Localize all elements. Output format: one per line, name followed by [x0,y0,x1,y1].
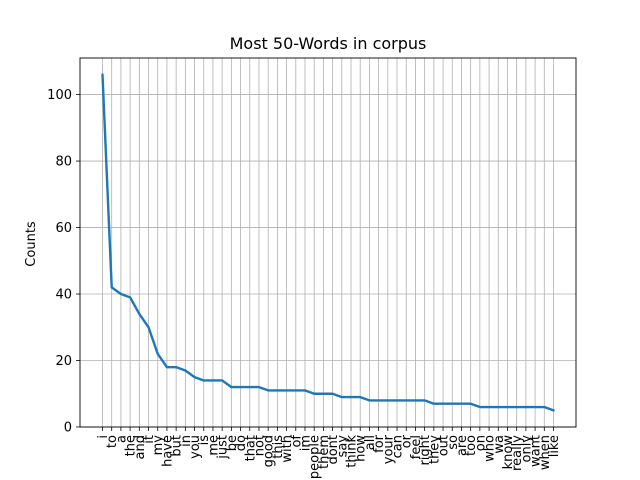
x-tick-label: or [400,434,415,448]
x-tick-label: so [446,435,461,450]
x-tick-label: have [160,435,175,467]
y-tick-label: 0 [64,421,72,436]
x-tick-label: are [455,435,470,456]
x-tick-label: me [206,435,221,456]
x-tick-label: who [483,435,498,462]
y-axis-label: Counts [24,221,39,267]
x-tick-label: on [473,435,488,451]
x-tick-label: feel [409,435,424,459]
x-tick-label: with [280,435,295,463]
x-tick-label: for [372,434,387,453]
x-tick-label: when [538,435,553,470]
axis-ticks: 0 20 40 60 80 100 itoatheanditmyhavebutinyouis… [47,88,562,479]
x-tick-label: is [197,435,212,446]
x-tick-label: wa [492,435,507,454]
x-tick-label: but [170,435,185,457]
chart-title: Most 50-Words in corpus [230,34,427,53]
x-tick-label: only [519,435,534,463]
x-tick-label: all [363,435,378,450]
x-tick-label: how [354,435,369,462]
x-tick-label: they [427,435,442,464]
x-tick-label: in [179,435,194,447]
x-tick-label: good [262,435,277,467]
x-tick-label: of [289,435,304,448]
x-tick-label: people [308,435,323,479]
x-tick-label: not [252,435,267,456]
series-line [101,73,555,412]
x-tick-label: like [547,435,562,457]
x-tick-label: can [391,435,406,458]
x-tick-label: say [335,435,350,458]
x-tick-label: this [271,435,286,459]
x-tick-label: out [437,435,452,456]
x-tick-label: really [510,435,525,471]
x-tick-label: the [124,435,139,456]
x-tick-label: them [317,435,332,469]
x-tick-label: too [464,435,479,456]
x-tick-label: and [133,435,148,459]
x-tick-label: your [381,434,396,464]
x-tick-label: know [501,435,516,470]
y-tick-label: 100 [47,88,72,103]
x-tick-label: want [529,435,544,467]
x-tick-label: be [225,435,240,451]
x-tick-label: you [188,435,203,459]
plot-frame [79,57,577,428]
x-tick-label: think [345,435,360,468]
x-tick-label: right [418,435,433,466]
x-tick-label: my [151,435,166,456]
y-tick-label: 60 [55,221,72,236]
x-tick-label: to [105,435,120,448]
x-tick-label: im [298,435,313,451]
data-series [101,73,555,412]
x-tick-label: a [114,435,129,443]
axes-frame [79,57,577,428]
x-tick-label: do [234,435,249,451]
y-tick-label: 40 [55,288,72,303]
x-tick-label: dont [326,435,341,465]
x-tick-label: i [96,435,111,439]
y-tick-label: 80 [55,155,72,170]
grid-lines [80,58,576,428]
x-tick-label: just [216,435,231,460]
x-tick-label: that [243,435,258,461]
y-tick-label: 20 [55,354,72,369]
x-tick-label: it [142,435,157,444]
